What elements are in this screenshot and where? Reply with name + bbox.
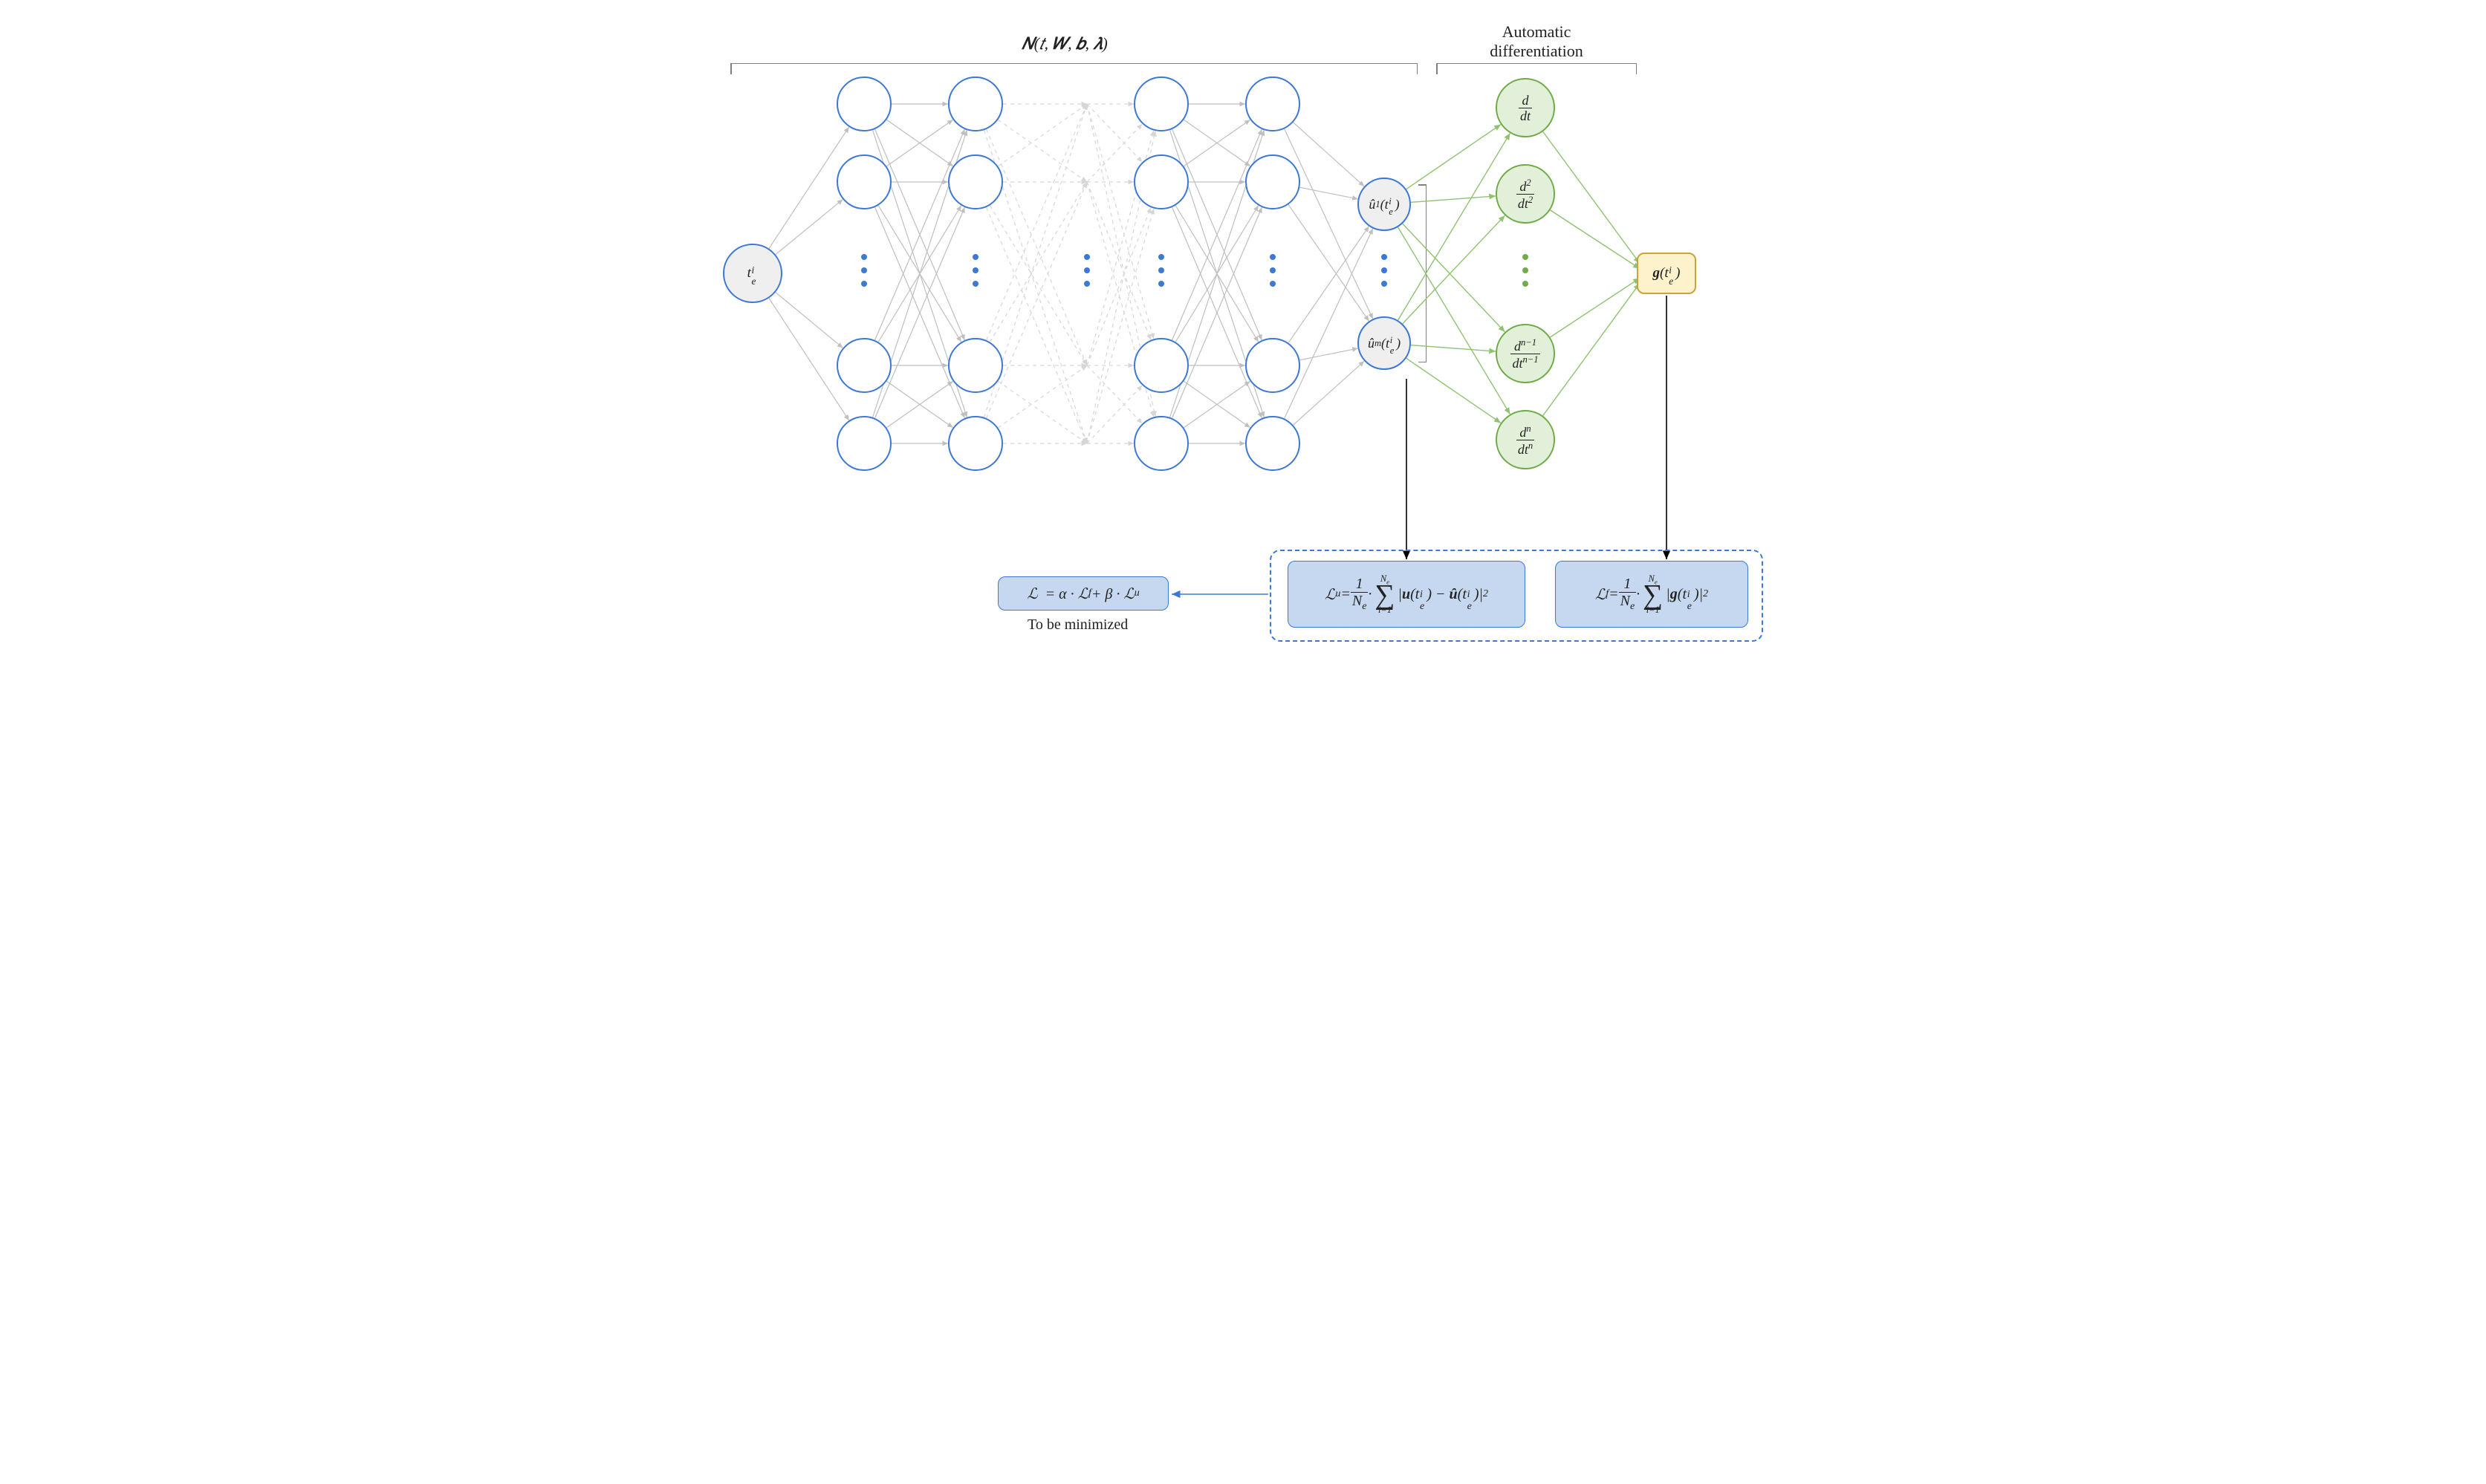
derivative-ellipsis	[1522, 254, 1528, 287]
hidden-node	[948, 154, 1003, 209]
pinn-diagram: 𝑁(𝑡, 𝑊, 𝑏, 𝜆) Automaticdifferentiation	[693, 7, 1793, 676]
hidden-node	[1134, 416, 1189, 471]
derivative-node: dndtn	[1496, 410, 1555, 469]
loss-f-box: ℒf = 1Ne · Ne∑i=1|g(tie )|2	[1555, 561, 1748, 628]
hidden-node	[1245, 77, 1300, 131]
ad-bracket	[1436, 63, 1637, 74]
hidden-node	[1134, 154, 1189, 209]
hidden-node	[948, 77, 1003, 131]
hidden-node	[1134, 338, 1189, 393]
hidden-node	[837, 154, 892, 209]
hidden-ellipsis	[1158, 254, 1164, 287]
nn-bracket	[730, 63, 1418, 74]
output-node: ûm(tie )	[1357, 316, 1411, 370]
output-ellipsis	[1381, 254, 1387, 287]
derivative-node: ddt	[1496, 78, 1555, 137]
hidden-node	[948, 416, 1003, 471]
to-minimize-label: To be minimized	[1028, 616, 1128, 634]
hidden-node	[837, 338, 892, 393]
hidden-node	[1245, 154, 1300, 209]
hidden-ellipsis	[861, 254, 867, 287]
nn-title-label: 𝑁(𝑡, 𝑊, 𝑏, 𝜆)	[1022, 34, 1108, 53]
loss-u-box: ℒu = 1Ne · Ne∑i=1|u(tie ) − û(tie )|2	[1288, 561, 1525, 628]
loss-total-box: ℒ = α · ℒf + β · ℒu	[998, 576, 1169, 611]
derivative-node: dn−1dtn−1	[1496, 324, 1555, 383]
hidden-node	[1245, 338, 1300, 393]
hidden-node	[1134, 77, 1189, 131]
output-node: û1(tie )	[1357, 178, 1411, 231]
derivative-node: d2dt2	[1496, 164, 1555, 224]
layer-ellipsis	[1084, 254, 1090, 287]
hidden-node	[948, 338, 1003, 393]
input-node: tie	[723, 244, 782, 303]
ad-title-label: Automaticdifferentiation	[1451, 22, 1622, 61]
out-bracket	[1418, 184, 1427, 362]
hidden-node	[1245, 416, 1300, 471]
g-function-box: g(tie )	[1637, 253, 1696, 294]
hidden-ellipsis	[1270, 254, 1276, 287]
hidden-ellipsis	[973, 254, 979, 287]
hidden-node	[837, 416, 892, 471]
hidden-node	[837, 77, 892, 131]
